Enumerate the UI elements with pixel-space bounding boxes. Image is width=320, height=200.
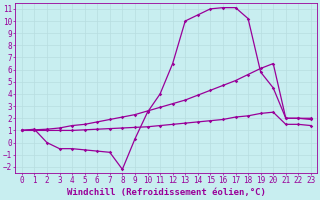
X-axis label: Windchill (Refroidissement éolien,°C): Windchill (Refroidissement éolien,°C): [67, 188, 266, 197]
